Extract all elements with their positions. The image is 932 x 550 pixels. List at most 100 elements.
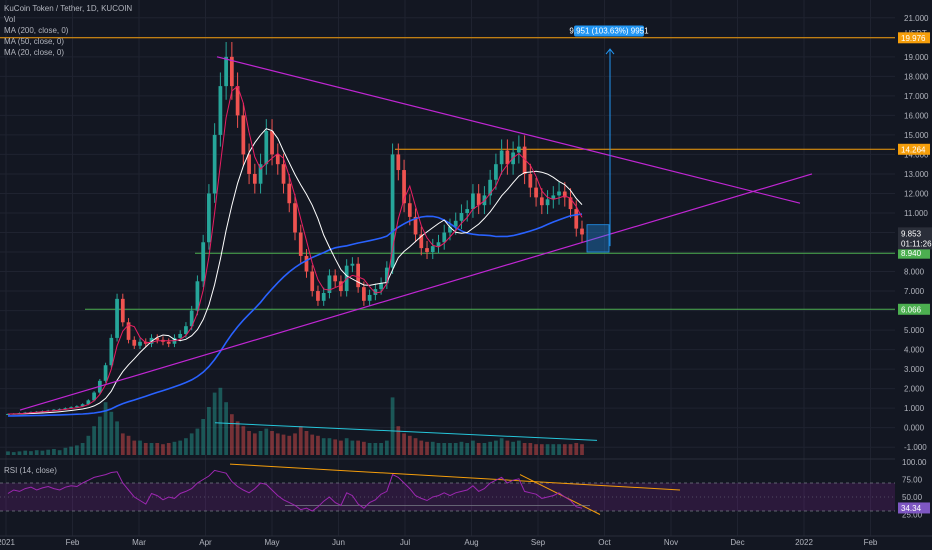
volume-bar bbox=[63, 447, 68, 455]
candle-body bbox=[545, 199, 550, 206]
rsi-steep-trendline bbox=[519, 474, 601, 515]
candle-body bbox=[476, 193, 481, 206]
level-price-label: 6.066 bbox=[901, 305, 922, 314]
price-tick-label: 17.000 bbox=[904, 92, 929, 101]
ma200-line bbox=[8, 213, 583, 417]
volume-bar bbox=[161, 444, 165, 455]
candle-body bbox=[453, 220, 458, 227]
volume-bar bbox=[373, 443, 378, 455]
volume-bar bbox=[534, 444, 538, 455]
price-tick-label: 14.000 bbox=[904, 150, 929, 159]
price-tick-label: 19.000 bbox=[904, 53, 929, 62]
candle-body bbox=[459, 212, 464, 221]
ma50-legend[interactable]: MA (50, close, 0) bbox=[4, 37, 65, 46]
volume-bar bbox=[407, 435, 412, 455]
candle-body bbox=[75, 406, 79, 408]
candle-body bbox=[252, 173, 257, 184]
price-tick-label: 3.000 bbox=[904, 365, 925, 374]
candle-body bbox=[264, 131, 269, 165]
candle-body bbox=[425, 248, 429, 253]
candle-body bbox=[465, 209, 470, 213]
volume-bar bbox=[258, 431, 263, 455]
volume-bar bbox=[17, 451, 22, 455]
volume-bar bbox=[281, 434, 286, 455]
level-price-tag bbox=[898, 143, 930, 155]
price-tick-label: 1.000 bbox=[904, 404, 925, 413]
candle-body bbox=[471, 193, 475, 210]
volume-bar bbox=[333, 439, 338, 455]
volume-bar bbox=[551, 444, 556, 455]
ma20-line bbox=[7, 85, 583, 415]
volume-bar bbox=[568, 444, 573, 455]
candle-body bbox=[522, 146, 527, 174]
volume-bar bbox=[384, 440, 389, 455]
candle-body bbox=[551, 195, 556, 200]
volume-bar bbox=[109, 411, 114, 455]
volume-bar bbox=[270, 431, 274, 455]
candle-body bbox=[212, 134, 217, 194]
candle-body bbox=[557, 191, 561, 196]
volume-bar bbox=[184, 438, 188, 455]
volume-bar bbox=[574, 443, 579, 455]
candle-body bbox=[442, 232, 447, 243]
volume-bar bbox=[218, 387, 223, 455]
candle-body bbox=[419, 234, 424, 249]
rsi-legend[interactable]: RSI (14, close) bbox=[4, 466, 57, 475]
volume-bar bbox=[23, 450, 28, 455]
ma200-legend[interactable]: MA (200, close, 0) bbox=[4, 26, 69, 35]
volume-bar bbox=[425, 441, 429, 455]
level-price-label: 8.940 bbox=[901, 249, 922, 258]
volume-bar bbox=[115, 421, 119, 455]
candle-body bbox=[120, 298, 125, 323]
candle-body bbox=[166, 341, 171, 344]
volume-bar bbox=[138, 440, 142, 455]
price-tick-label: 4.000 bbox=[904, 346, 925, 355]
time-tick-label: Apr bbox=[199, 538, 212, 547]
volume-bar bbox=[86, 435, 91, 455]
time-tick-label: Oct bbox=[598, 538, 611, 547]
volume-bar bbox=[92, 426, 96, 455]
price-tick-label: 5.000 bbox=[904, 326, 925, 335]
volume-bar bbox=[442, 443, 447, 455]
time-tick-label: Feb bbox=[864, 538, 878, 547]
candle-body bbox=[241, 115, 246, 155]
volume-bar bbox=[545, 444, 550, 455]
candle-body bbox=[356, 263, 361, 288]
volume-bar bbox=[166, 443, 171, 455]
volume-bar bbox=[172, 441, 177, 455]
time-tick-label: Feb bbox=[66, 538, 80, 547]
candle-body bbox=[126, 322, 131, 340]
time-tick-label: Jul bbox=[400, 538, 410, 547]
descending-trendline bbox=[216, 56, 801, 204]
volume-bar bbox=[448, 443, 452, 455]
time-tick-label: Aug bbox=[464, 538, 478, 547]
volume-bar bbox=[304, 431, 309, 455]
volume-bar bbox=[396, 426, 401, 455]
volume-bar bbox=[6, 451, 10, 455]
volume-bar bbox=[344, 438, 349, 455]
candle-body bbox=[436, 242, 441, 247]
candle-body bbox=[379, 283, 383, 290]
candle-body bbox=[195, 281, 200, 311]
volume-bar bbox=[316, 435, 320, 455]
measure-label-bg bbox=[574, 25, 644, 37]
volume-bar bbox=[132, 440, 137, 455]
volume-bar bbox=[75, 445, 79, 455]
time-tick-label: Dec bbox=[730, 538, 744, 547]
ma20-legend[interactable]: MA (20, close, 0) bbox=[4, 48, 65, 57]
candle-body bbox=[201, 242, 206, 282]
volume-bar bbox=[143, 443, 148, 455]
candle-body bbox=[6, 414, 10, 416]
level-price-label: 19.976 bbox=[901, 34, 926, 43]
volume-bar bbox=[413, 438, 418, 455]
candle-body bbox=[207, 193, 211, 243]
volume-bar bbox=[471, 440, 475, 455]
symbol-title[interactable]: KuCoin Token / Tether, 1D, KUCOIN bbox=[4, 4, 133, 13]
volume-legend[interactable]: Vol bbox=[4, 15, 16, 24]
time-tick-label: Mar bbox=[132, 538, 146, 547]
candle-body bbox=[115, 298, 119, 338]
time-tick-label: May bbox=[264, 538, 279, 547]
ascending-trendline bbox=[19, 173, 813, 411]
